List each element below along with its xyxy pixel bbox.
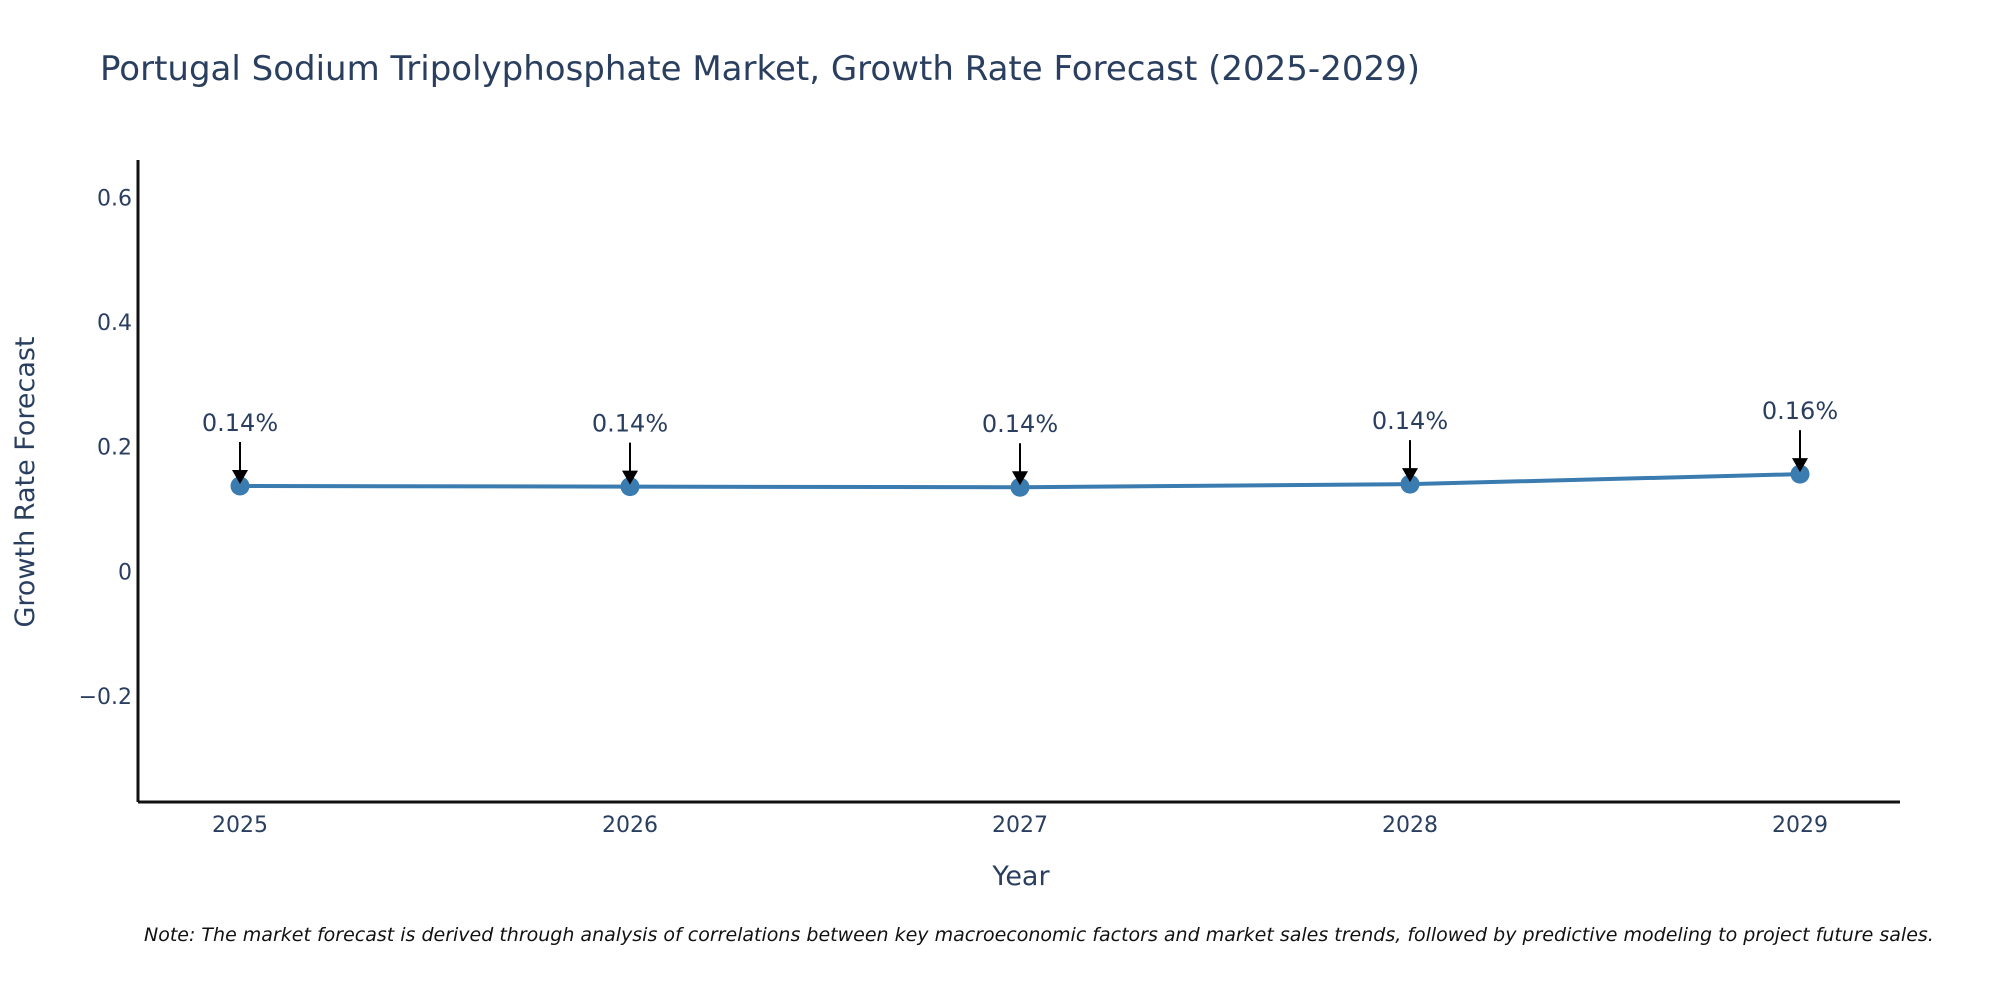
y-axis-ticks: −0.2 0 0.2 0.4 0.6 — [79, 186, 132, 710]
annotation-arrow-head — [1792, 458, 1808, 473]
data-label: 0.14% — [592, 410, 668, 438]
data-label: 0.14% — [202, 409, 278, 437]
data-label: 0.16% — [1762, 397, 1838, 425]
annotation-arrow-head — [1402, 468, 1418, 483]
annotation-arrow-head — [622, 470, 638, 485]
data-point — [620, 477, 640, 497]
x-tick-label: 2026 — [602, 813, 658, 838]
data-point — [1010, 477, 1030, 497]
x-axis-title: Year — [991, 861, 1050, 892]
x-tick-label: 2029 — [1772, 813, 1828, 838]
y-tick-label: 0.6 — [97, 186, 132, 211]
x-tick-label: 2025 — [212, 813, 268, 838]
data-point — [230, 476, 250, 496]
y-axis-title: Growth Rate Forecast — [10, 336, 41, 627]
data-label: 0.14% — [1372, 407, 1448, 435]
x-tick-label: 2027 — [992, 813, 1048, 838]
series-layer — [230, 464, 1810, 497]
chart-note: Note: The market forecast is derived thr… — [144, 924, 1934, 946]
y-tick-label: 0.4 — [97, 311, 132, 336]
chart-title: Portugal Sodium Tripolyphosphate Market,… — [100, 49, 1420, 89]
x-axis-ticks: 2025 2026 2027 2028 2029 — [212, 813, 1828, 838]
x-tick-label: 2028 — [1382, 813, 1438, 838]
annotation-arrow-head — [232, 469, 248, 484]
y-tick-label: 0.2 — [97, 436, 132, 461]
data-label: 0.14% — [982, 410, 1058, 438]
annotation-arrow-head — [1012, 471, 1028, 486]
data-point — [1400, 474, 1420, 494]
y-tick-label: 0 — [118, 560, 132, 585]
y-tick-label: −0.2 — [79, 685, 132, 710]
data-point — [1790, 464, 1810, 484]
annotation-layer: 0.14% 0.14% 0.14% 0.14% 0.16% — [202, 397, 1838, 486]
